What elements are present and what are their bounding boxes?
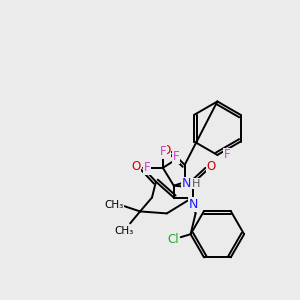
Text: Cl: Cl [167,233,178,246]
Text: F: F [144,161,150,174]
Text: CH₃: CH₃ [115,226,134,236]
Text: N: N [182,177,191,190]
Text: CH₃: CH₃ [105,200,124,211]
Text: F: F [160,146,166,158]
Text: O: O [207,160,216,173]
Text: O: O [131,160,141,173]
Text: N: N [189,198,198,211]
Text: O: O [161,145,170,158]
Text: F: F [224,148,231,161]
Text: H: H [191,179,200,189]
Text: F: F [172,150,179,164]
